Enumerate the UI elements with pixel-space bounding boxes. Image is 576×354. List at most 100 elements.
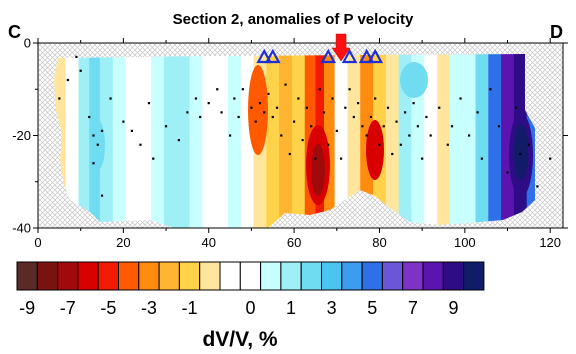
colorbar-swatch (463, 261, 485, 291)
colorbar-tick-label: -3 (141, 298, 157, 318)
anomaly-column (176, 54, 191, 228)
colorbar-label: dV/V, % (202, 328, 277, 351)
seismic-stations (256, 48, 384, 64)
station-triangle (264, 48, 281, 64)
y-tick-label: -40 (12, 221, 31, 236)
anomaly-column (323, 54, 336, 228)
seismic-event-point (254, 120, 257, 123)
anomaly-column (163, 54, 178, 228)
anomaly-column (78, 54, 90, 228)
seismic-event-point (365, 134, 368, 137)
seismic-event-point (177, 139, 180, 142)
anomaly-column (462, 54, 477, 228)
seismic-event-point (139, 143, 142, 146)
seismic-event-point (100, 129, 104, 132)
seismic-event-point (403, 111, 407, 114)
colorbar-tick-label: -1 (182, 298, 198, 318)
seismic-event-point (476, 111, 479, 114)
seismic-event-point (352, 115, 355, 119)
anomaly-column (385, 54, 400, 228)
colorbar-swatch (97, 261, 119, 291)
seismic-event-point (374, 97, 377, 100)
plot-area: 0 20 40 60 80 100 120 0 -20 -40 (12, 33, 568, 250)
seismic-event-point (395, 120, 398, 123)
seismic-event-point (446, 143, 449, 146)
y-tick-label: 0 (24, 36, 31, 51)
seismic-event-point (318, 88, 321, 91)
profile-start-label: C (8, 22, 21, 42)
seismic-event-point (429, 134, 432, 137)
colorbar-swatch (138, 261, 160, 291)
seismic-event-point (284, 83, 287, 86)
seismic-event-point (339, 157, 343, 160)
anomaly-detail-blobs (91, 62, 533, 205)
seismic-event-point (361, 125, 364, 128)
seismic-event-point (207, 102, 210, 105)
colorbar-tick-label: -9 (19, 298, 35, 318)
seismic-event-point (194, 97, 198, 100)
seismic-events (58, 55, 552, 197)
colorbar-swatch (239, 261, 262, 291)
anomaly-column (334, 54, 349, 228)
seismic-event-point (96, 143, 99, 146)
anomaly-column (488, 54, 502, 228)
station-triangle (320, 48, 337, 64)
seismic-event-point (536, 185, 539, 188)
seismic-event-point (186, 111, 189, 114)
colorbar-swatch (422, 261, 444, 291)
anomaly-column (501, 54, 515, 228)
x-tick-label: 20 (116, 235, 130, 250)
seismic-event-point (58, 97, 61, 100)
chart-title: Section 2, anomalies of P velocity (173, 11, 414, 28)
anomaly-column (215, 54, 229, 228)
colorbar-tick-label: 0 (245, 298, 255, 318)
anomaly-column (424, 54, 438, 228)
seismic-event-point (314, 157, 317, 160)
colorbar-swatch (57, 261, 79, 291)
x-tick-label: 120 (539, 235, 561, 250)
seismic-event-point (369, 115, 373, 119)
seismic-event-point (275, 106, 279, 109)
colorbar-swatch (361, 261, 383, 291)
low-velocity-core-west-inner (311, 144, 325, 196)
seismic-event-point (527, 143, 530, 146)
colorbar-swatch (16, 261, 38, 291)
seismic-event-point (164, 125, 168, 128)
seismic-event-point (92, 134, 95, 137)
colorbar-swatch (321, 261, 343, 291)
seismic-event-point (100, 194, 104, 197)
anomaly-column (398, 54, 413, 228)
station-triangle (358, 48, 375, 64)
seismic-event-point (327, 143, 330, 146)
anomaly-column (347, 54, 361, 228)
anomaly-column (189, 54, 203, 228)
seismic-event-point (199, 115, 202, 119)
colorbar-swatch (199, 261, 221, 291)
seismic-event-point (421, 157, 424, 160)
colorbar: -9 -7 -5 -3 -1 0 1 3 5 7 9 dV/V, % (16, 261, 485, 351)
seismic-event-point (297, 97, 300, 100)
high-velocity-shallow-east (400, 62, 428, 98)
colorbar-swatch (402, 261, 424, 291)
colorbar-swatch (300, 261, 323, 291)
colorbar-swatch (36, 261, 59, 291)
colorbar-tick-label: 3 (327, 298, 337, 318)
high-velocity-core-inner (514, 124, 528, 180)
anomaly-column (475, 54, 489, 228)
seismic-event-point (216, 88, 219, 91)
seismic-event-point (399, 143, 402, 146)
seismic-event-point (480, 157, 484, 160)
y-tick-label: -20 (12, 128, 31, 143)
seismic-event-point (459, 97, 462, 100)
seismic-event-point (416, 125, 419, 128)
seismic-event-point (425, 115, 428, 119)
station-triangle (256, 48, 273, 64)
colorbar-tick-label: 5 (367, 298, 377, 318)
colorbar-tick-label: 9 (448, 298, 458, 318)
seismic-event-point (88, 115, 91, 119)
anomaly-column (125, 54, 139, 228)
seismic-event-point (549, 157, 552, 160)
colorbar-tick-label: -5 (100, 298, 116, 318)
colorbar-swatch (219, 261, 241, 291)
colorbar-tick-label: -7 (60, 298, 76, 318)
